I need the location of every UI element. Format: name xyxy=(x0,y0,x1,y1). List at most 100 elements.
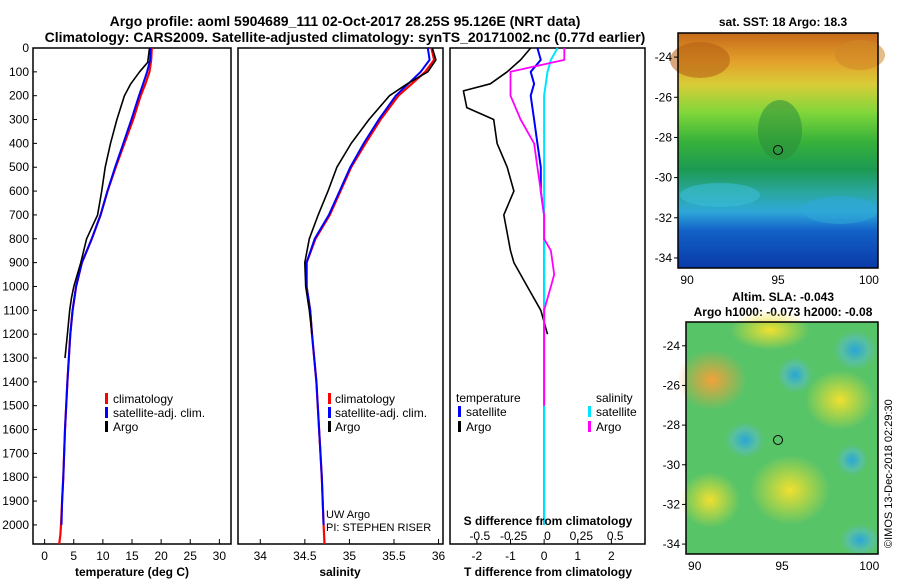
x-tick-label: 35.5 xyxy=(382,549,406,563)
float-owner-annotation: UW Argo xyxy=(326,509,370,521)
lat-tick-label: -24 xyxy=(655,50,673,64)
sst-warm-patch xyxy=(835,40,885,70)
depth-tick-label: 1000 xyxy=(2,279,29,293)
imos-timestamp: ©IMOS 13-Dec-2018 02:29:30 xyxy=(883,399,895,548)
sla-negative-anomaly xyxy=(836,444,868,476)
lat-tick-label: -32 xyxy=(663,497,681,511)
sla-negative-anomaly xyxy=(777,357,813,393)
x-tick-label: 35 xyxy=(343,549,357,563)
lat-tick-label: -30 xyxy=(655,171,673,185)
s-difference-xlabel: S difference from climatology xyxy=(464,514,633,528)
depth-tick-label: 400 xyxy=(9,136,29,150)
sla-map-title: Altim. SLA: -0.043 xyxy=(732,290,834,304)
x-tick-label: 36 xyxy=(432,549,446,563)
depth-tick-label: 1700 xyxy=(2,446,29,460)
legend-swatch-s-argo xyxy=(588,421,591,432)
series-line-climatology xyxy=(305,47,436,545)
legend-swatch-t-satellite xyxy=(458,406,461,417)
depth-tick-label: 2000 xyxy=(2,518,29,532)
t-difference-tick-labels: -2 -1 0 1 2 xyxy=(472,539,615,563)
depth-tick-labels: 0 100 200 300 400 500 600 700 800 900 1000 1100 1200… xyxy=(2,41,29,532)
figure-title-line2: Climatology: CARS2009. Satellite-adjuste… xyxy=(45,29,646,45)
sla-negative-anomaly xyxy=(833,330,877,370)
lon-tick-label: 100 xyxy=(859,273,879,287)
sla-lon-tick-labels: 90 95 100 xyxy=(688,559,880,573)
sla-positive-anomaly xyxy=(680,472,740,528)
depth-tick-label: 1400 xyxy=(2,375,29,389)
depth-tick-label: 300 xyxy=(9,113,29,127)
lat-tick-label: -26 xyxy=(663,378,681,392)
legend-label-climatology: climatology xyxy=(113,392,173,406)
lon-tick-label: 95 xyxy=(771,273,785,287)
legend-swatch-climatology xyxy=(105,393,108,404)
lat-tick-label: -32 xyxy=(655,211,673,225)
lon-tick-label: 100 xyxy=(859,559,879,573)
sla-positive-anomaly xyxy=(677,350,747,410)
salinity-legend: climatology satellite-adj. clim. Argo xyxy=(328,392,427,434)
legend-label-climatology: climatology xyxy=(335,392,395,406)
salinity-panel: 34 34.5 35 35.5 36 salinity climatology sate… xyxy=(237,47,446,579)
depth-tick-label: 800 xyxy=(9,232,29,246)
lat-tick-label: -34 xyxy=(655,251,673,265)
lon-tick-label: 90 xyxy=(688,559,702,573)
series-line-argo xyxy=(64,47,151,359)
sst-lat-tick-labels: -24 -26 -28 -30 -32 -34 xyxy=(655,50,678,265)
x-tick-label: 34.5 xyxy=(293,549,317,563)
sst-lon-tick-labels: 90 95 100 xyxy=(680,273,879,287)
lat-tick-label: -30 xyxy=(663,458,681,472)
legend-label-satellite-adj: satellite-adj. clim. xyxy=(113,406,205,420)
lat-tick-label: -34 xyxy=(663,537,681,551)
figure-title-line1: Argo profile: aoml 5904689_111 02-Oct-20… xyxy=(110,13,581,29)
sla-positive-anomaly xyxy=(730,310,810,350)
temperature-panel: 0100200300400500600700800900100011001200… xyxy=(2,41,232,579)
legend-swatch-s-satellite xyxy=(588,406,591,417)
lat-tick-label: -24 xyxy=(663,339,681,353)
difference-axes-frame xyxy=(449,47,646,545)
x-tick-label: 5 xyxy=(70,549,77,563)
legend-swatch-argo xyxy=(328,421,331,432)
depth-tick-label: 500 xyxy=(9,160,29,174)
x-tick-label: 10 xyxy=(96,549,110,563)
salinity-tick-labels: 34 34.5 35 35.5 36 xyxy=(254,539,446,563)
sla-lat-tick-labels: -24 -26 -28 -30 -32 -34 xyxy=(663,339,686,551)
x-tick-label: -1 xyxy=(505,549,516,563)
s-difference-tick-labels: -0.5 -0.25 0 0.25 0.5 xyxy=(469,529,623,543)
temperature-tick-labels: 0 5 10 15 20 25 30 xyxy=(33,47,226,563)
depth-tick-label: 1300 xyxy=(2,351,29,365)
x-tick-label: 0 xyxy=(541,549,548,563)
legend-swatch-climatology xyxy=(328,393,331,404)
legend-title-temperature: temperature xyxy=(456,391,521,405)
depth-tick-label: 1800 xyxy=(2,470,29,484)
sla-positive-anomaly xyxy=(805,370,875,430)
argo-location-marker xyxy=(773,145,783,155)
series-line-t-argo xyxy=(462,47,549,335)
sla-positive-anomaly xyxy=(750,455,830,525)
x-tick-label: 34 xyxy=(254,549,268,563)
depth-tick-label: 200 xyxy=(9,89,29,103)
sst-cool-band xyxy=(802,196,878,224)
s-difference-tick-label: 0.5 xyxy=(607,529,624,543)
sst-warm-patch xyxy=(670,42,730,78)
legend-label-t-satellite: satellite xyxy=(466,405,507,419)
series-line-t-satellite xyxy=(529,47,546,525)
lon-tick-label: 95 xyxy=(775,559,789,573)
depth-tick-label: 1500 xyxy=(2,399,29,413)
lat-tick-label: -28 xyxy=(655,130,673,144)
depth-tick-label: 1200 xyxy=(2,327,29,341)
sst-map-frame xyxy=(677,32,879,269)
legend-swatch-argo xyxy=(105,421,108,432)
s-difference-tick-label: -0.5 xyxy=(469,529,490,543)
salinity-xlabel: salinity xyxy=(319,565,361,579)
s-difference-tick-label: -0.25 xyxy=(500,529,528,543)
series-line-satellite-adj-clim- xyxy=(60,47,152,525)
sla-map-frame xyxy=(685,321,879,555)
sla-negative-anomaly xyxy=(840,524,880,556)
x-tick-label: 2 xyxy=(608,549,615,563)
depth-tick-label: 100 xyxy=(9,65,29,79)
depth-tick-label: 1900 xyxy=(2,494,29,508)
series-line-climatology xyxy=(58,47,153,545)
sst-texture xyxy=(670,40,885,224)
lon-tick-label: 90 xyxy=(680,273,694,287)
temperature-legend: climatology satellite-adj. clim. Argo xyxy=(105,392,205,434)
depth-tick-label: 1100 xyxy=(3,303,29,317)
